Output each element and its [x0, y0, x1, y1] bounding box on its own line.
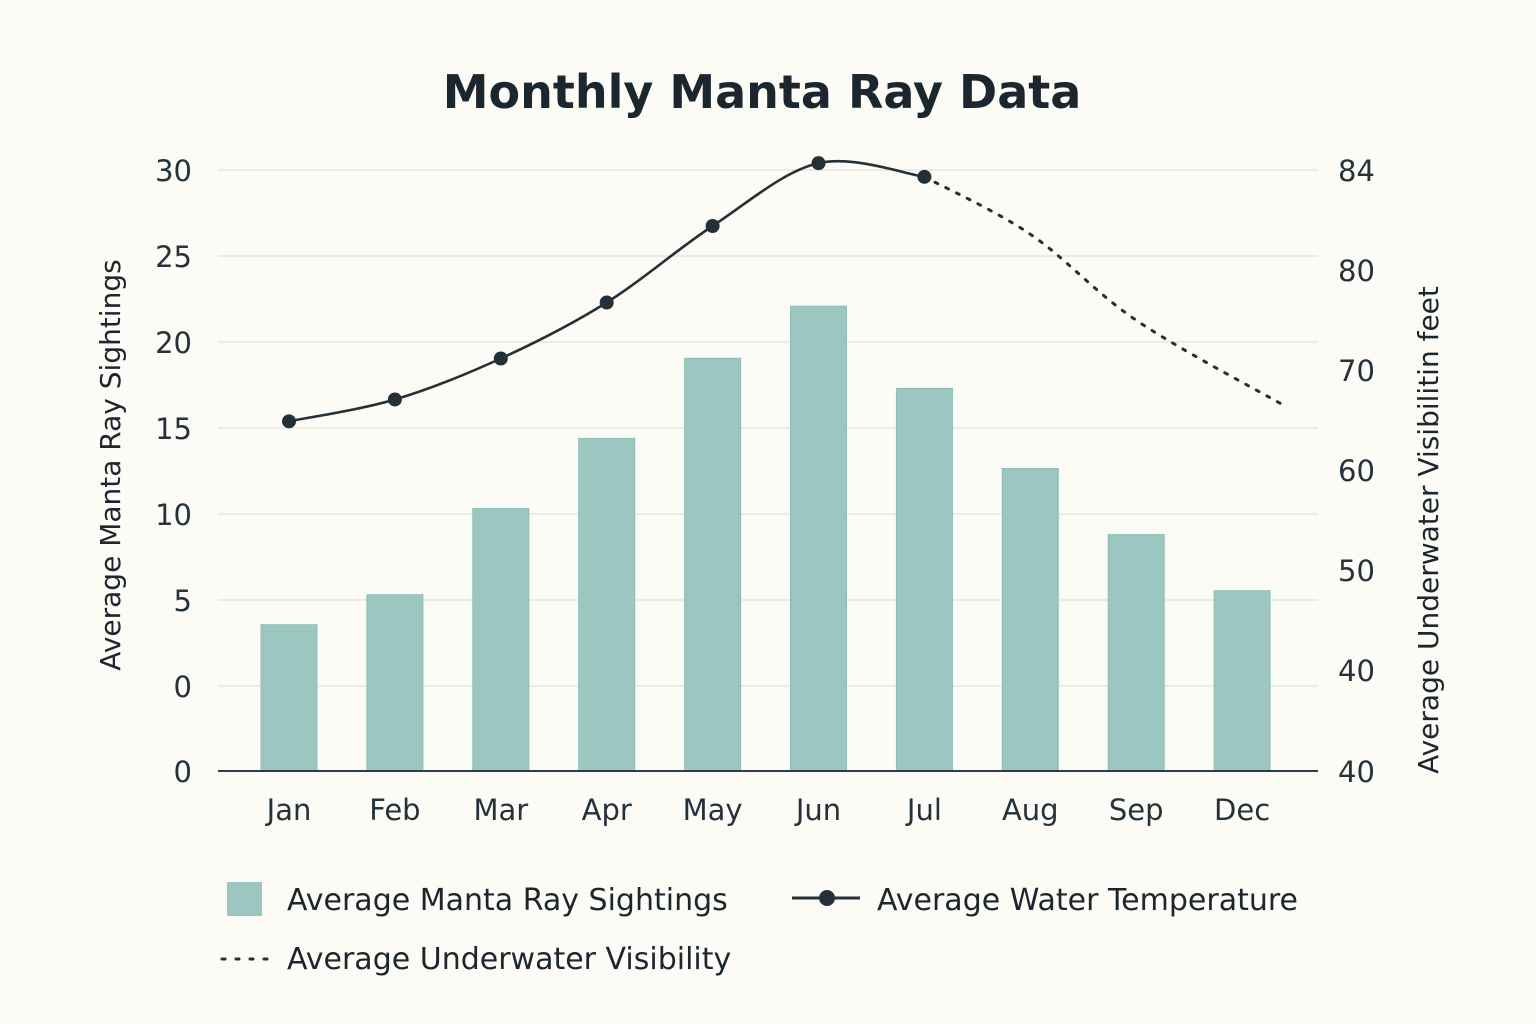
temperature-point — [811, 156, 826, 171]
right-tick-label: 84 — [1338, 154, 1375, 188]
bar — [260, 624, 318, 772]
temperature-point — [599, 295, 614, 310]
bar — [1107, 534, 1165, 772]
right-tick-label: 40 — [1338, 755, 1375, 789]
right-axis-label: Average Underwater Visibilitin feet — [1412, 286, 1445, 774]
bar — [578, 437, 636, 772]
left-tick-label: 10 — [155, 498, 192, 532]
bar — [1213, 590, 1271, 772]
left-tick-label: 30 — [155, 154, 192, 188]
legend-marker-icon — [819, 890, 835, 906]
x-tick-label: Jul — [905, 793, 942, 827]
legend-label: Average Water Temperature — [877, 883, 1298, 918]
right-axis-ticks: 84 80 70 60 50 40 40 — [1338, 154, 1375, 789]
temperature-point — [705, 219, 720, 234]
x-tick-label: Feb — [369, 793, 420, 827]
right-tick-label: 60 — [1338, 454, 1375, 488]
bar — [684, 357, 742, 772]
chart-title: Monthly Manta Ray Data — [443, 65, 1082, 119]
bar-series — [260, 305, 1271, 772]
left-tick-label: 0 — [174, 670, 192, 704]
bar — [366, 594, 424, 772]
left-tick-label: 25 — [155, 240, 192, 274]
left-tick-label: 5 — [174, 584, 192, 618]
right-tick-label: 40 — [1338, 654, 1375, 688]
x-tick-label: Dec — [1214, 793, 1270, 827]
left-tick-label: 15 — [155, 412, 192, 446]
x-tick-label: Mar — [473, 793, 528, 827]
x-tick-label: May — [683, 793, 743, 827]
temperature-point — [282, 414, 296, 429]
legend-label: Average Manta Ray Sightings — [287, 883, 728, 918]
x-tick-label: Sep — [1109, 793, 1164, 827]
line-series — [282, 156, 1285, 429]
left-axis-label: Average Manta Ray Sightings — [94, 259, 127, 670]
x-tick-label: Jan — [265, 793, 312, 827]
left-tick-label: 20 — [155, 326, 192, 360]
visibility-line — [922, 175, 1285, 407]
x-axis-ticks: Jan Feb Mar Apr May Jun Jul Aug Sep Dec — [265, 793, 1271, 827]
bar — [472, 508, 530, 772]
legend-bar-swatch — [227, 882, 262, 916]
bar — [895, 387, 953, 772]
right-tick-label: 50 — [1338, 554, 1375, 588]
left-axis-ticks: 30 25 20 15 10 5 0 0 — [155, 154, 192, 789]
legend-label: Average Underwater Visibility — [287, 942, 731, 977]
temperature-point — [493, 351, 508, 366]
left-tick-label: 0 — [174, 755, 192, 789]
right-tick-label: 80 — [1338, 254, 1375, 288]
bar — [1001, 467, 1059, 772]
x-tick-label: Aug — [1002, 793, 1059, 827]
x-tick-label: Jun — [794, 793, 841, 827]
right-tick-label: 70 — [1338, 354, 1375, 388]
temperature-point — [387, 392, 402, 407]
legend: Average Manta Ray Sightings Average Water… — [220, 882, 1298, 977]
x-tick-label: Apr — [582, 793, 632, 827]
bar — [790, 305, 847, 772]
